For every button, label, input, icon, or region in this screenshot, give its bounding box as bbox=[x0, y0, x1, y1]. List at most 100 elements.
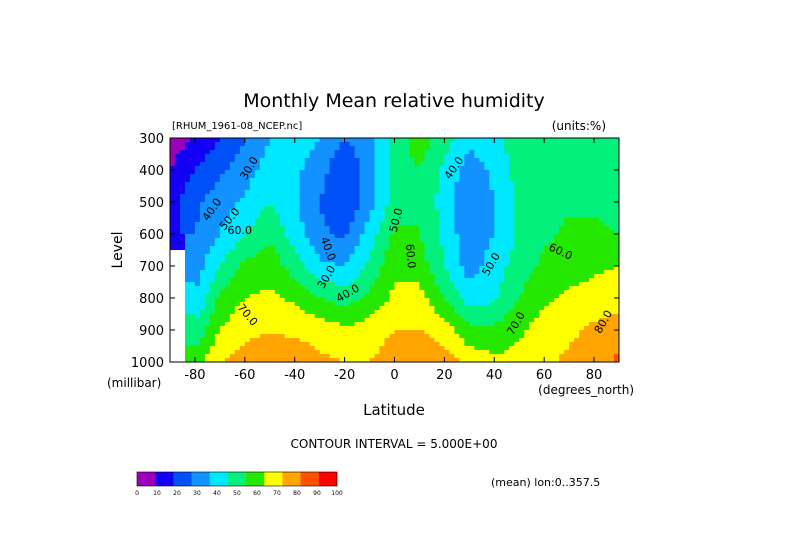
heatmap-cell bbox=[284, 138, 291, 143]
heatmap-cell bbox=[529, 330, 535, 335]
heatmap-cell bbox=[344, 262, 351, 267]
heatmap-cell bbox=[444, 186, 450, 191]
heatmap-cell bbox=[254, 138, 261, 143]
heatmap-cell bbox=[449, 206, 455, 211]
heatmap-cell bbox=[614, 314, 619, 319]
heatmap-cell bbox=[254, 230, 261, 235]
heatmap-cell bbox=[204, 318, 211, 323]
heatmap-cell bbox=[354, 234, 361, 239]
heatmap-cell bbox=[564, 282, 570, 287]
heatmap-cell bbox=[324, 190, 331, 195]
heatmap-cell bbox=[314, 138, 321, 143]
heatmap-cell bbox=[304, 154, 311, 159]
heatmap-cell bbox=[344, 254, 351, 259]
heatmap-cell bbox=[394, 354, 401, 359]
heatmap-cell bbox=[489, 258, 495, 263]
heatmap-cell bbox=[584, 350, 590, 355]
heatmap-cell bbox=[274, 138, 281, 143]
heatmap-cell bbox=[484, 294, 490, 299]
heatmap-cell bbox=[264, 334, 271, 339]
heatmap-cell bbox=[374, 222, 381, 227]
heatmap-cell bbox=[219, 198, 226, 203]
heatmap-cell bbox=[279, 290, 286, 295]
heatmap-cell bbox=[579, 254, 585, 259]
heatmap-cell bbox=[319, 226, 326, 231]
heatmap-cell bbox=[344, 318, 351, 323]
heatmap-cell bbox=[369, 254, 376, 259]
heatmap-cell bbox=[184, 254, 191, 259]
heatmap-cell bbox=[414, 162, 421, 167]
heatmap-cell bbox=[539, 198, 545, 203]
heatmap-cell bbox=[339, 206, 346, 211]
heatmap-cell bbox=[424, 342, 431, 347]
heatmap-cell bbox=[554, 186, 560, 191]
heatmap-cell bbox=[339, 186, 346, 191]
heatmap-cell bbox=[574, 222, 580, 227]
heatmap-cell bbox=[244, 246, 251, 251]
heatmap-cell bbox=[209, 222, 216, 227]
heatmap-cell bbox=[394, 254, 401, 259]
heatmap-cell bbox=[199, 238, 206, 243]
heatmap-cell bbox=[404, 274, 411, 279]
heatmap-cell bbox=[334, 234, 341, 239]
heatmap-cell bbox=[549, 270, 555, 275]
heatmap-cell bbox=[274, 234, 281, 239]
heatmap-cell bbox=[479, 254, 485, 259]
heatmap-cell bbox=[179, 354, 186, 359]
heatmap-cell bbox=[359, 330, 366, 335]
heatmap-cell bbox=[594, 234, 600, 239]
heatmap-cell bbox=[349, 322, 356, 327]
heatmap-cell bbox=[329, 314, 336, 319]
heatmap-cell bbox=[414, 246, 421, 251]
heatmap-cell bbox=[404, 242, 411, 247]
heatmap-cell bbox=[414, 350, 421, 355]
heatmap-cell bbox=[549, 186, 555, 191]
heatmap-cell bbox=[379, 254, 386, 259]
heatmap-cell bbox=[574, 306, 580, 311]
heatmap-cell bbox=[549, 206, 555, 211]
heatmap-cell bbox=[479, 234, 485, 239]
heatmap-cell bbox=[459, 190, 465, 195]
heatmap-cell bbox=[204, 234, 211, 239]
heatmap-cell bbox=[349, 286, 356, 291]
heatmap-cell bbox=[414, 306, 421, 311]
heatmap-cell bbox=[179, 262, 186, 267]
heatmap-cell bbox=[434, 190, 440, 195]
heatmap-cell bbox=[544, 234, 550, 239]
heatmap-cell bbox=[324, 146, 331, 151]
heatmap-cell bbox=[404, 282, 411, 287]
heatmap-cell bbox=[409, 294, 416, 299]
heatmap-cell bbox=[609, 146, 615, 151]
heatmap-cell bbox=[584, 234, 590, 239]
heatmap-cell bbox=[474, 326, 480, 331]
heatmap-cell bbox=[309, 170, 316, 175]
heatmap-cell bbox=[224, 250, 231, 255]
heatmap-cell bbox=[229, 254, 236, 259]
heatmap-cell bbox=[179, 246, 186, 251]
heatmap-cell bbox=[504, 162, 510, 167]
heatmap-cell bbox=[339, 198, 346, 203]
heatmap-cell bbox=[299, 250, 306, 255]
heatmap-cell bbox=[339, 302, 346, 307]
heatmap-cell bbox=[170, 318, 176, 323]
heatmap-cell bbox=[549, 142, 555, 147]
heatmap-cell bbox=[404, 210, 411, 215]
heatmap-cell bbox=[484, 322, 490, 327]
heatmap-cell bbox=[469, 214, 475, 219]
heatmap-cell bbox=[354, 266, 361, 271]
heatmap-cell bbox=[544, 222, 550, 227]
heatmap-cell bbox=[384, 242, 391, 247]
heatmap-cell bbox=[314, 254, 321, 259]
heatmap-cell bbox=[184, 222, 191, 227]
heatmap-cell bbox=[349, 298, 356, 303]
heatmap-cell bbox=[229, 174, 236, 179]
heatmap-cell bbox=[549, 166, 555, 171]
heatmap-cell bbox=[419, 154, 426, 159]
heatmap-cell bbox=[534, 206, 540, 211]
heatmap-cell bbox=[584, 314, 590, 319]
heatmap-cell bbox=[614, 222, 619, 227]
heatmap-cell bbox=[384, 290, 391, 295]
heatmap-cell bbox=[309, 230, 316, 235]
heatmap-cell bbox=[309, 222, 316, 227]
heatmap-cell bbox=[484, 178, 490, 183]
